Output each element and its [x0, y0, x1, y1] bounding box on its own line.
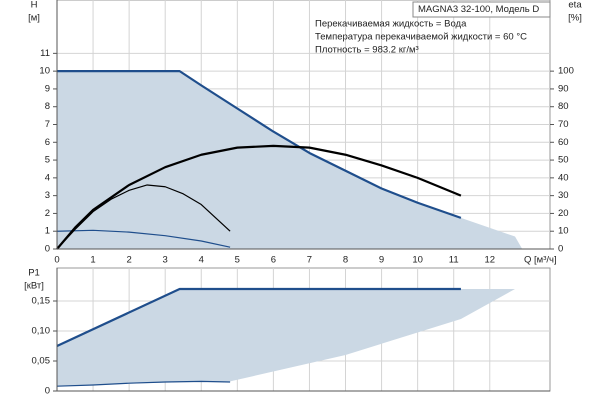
y-tick-label: 6: [45, 137, 50, 148]
model-box: [412, 1, 551, 18]
y-tick-label: 9: [45, 83, 50, 94]
y-tick-label: 0,15: [32, 296, 51, 307]
y-axis-label: H: [31, 0, 38, 11]
y-tick-label: 10: [39, 66, 50, 77]
y2-axis-label: [%]: [568, 13, 582, 24]
x-tick-label: 10: [412, 255, 423, 266]
y-tick-label: 5: [45, 155, 50, 166]
x-tick-label: 11: [449, 255, 459, 266]
y2-tick-label: 50: [558, 155, 569, 166]
annotation: Перекачиваемая жидкость = Вода: [315, 19, 467, 30]
curve: [56, 287, 461, 347]
curve: [56, 184, 231, 250]
y-tick-label: 1: [45, 226, 50, 237]
y-tick-label: 0: [45, 386, 50, 397]
curve: [56, 144, 462, 250]
curve: [56, 229, 231, 248]
x-tick-label: 1: [90, 255, 95, 266]
curve: [56, 380, 231, 387]
operating-area: [57, 289, 516, 387]
y-tick-label: 7: [45, 119, 50, 130]
x-tick-label: 4: [199, 255, 204, 266]
x-tick-label: 0: [54, 255, 59, 266]
y-tick-label: 0,10: [32, 326, 51, 337]
y-tick-label: 8: [45, 101, 50, 112]
y2-tick-label: 10: [558, 226, 569, 237]
y-axis-label: P1: [28, 268, 40, 279]
y-tick-label: 4: [45, 172, 50, 183]
y2-tick-label: 40: [558, 172, 569, 183]
annotation: Плотность = 983.2 кг/м³: [315, 45, 419, 56]
y2-tick-label: 20: [558, 208, 569, 219]
model-label: MAGNA3 32-100, Модель D: [418, 4, 539, 15]
labels-layer: 0 1 2 3 4 5 6 7 8 9 10 11 12012345678910110102030405…: [24, 0, 582, 397]
y-axis-label: [м]: [28, 13, 40, 24]
x-axis-label: Q [м³/ч]: [524, 255, 557, 266]
y-tick-label: 0: [45, 244, 50, 255]
y2-tick-label: 30: [558, 190, 569, 201]
x-tick-label: 7: [307, 255, 312, 266]
annotation: Температура перекачиваемой жидкости = 60…: [315, 32, 527, 43]
x-tick-label: 6: [271, 255, 276, 266]
y-axis-label: [кВт]: [24, 281, 44, 292]
y-tick-label: 11: [40, 48, 50, 59]
curve: [57, 70, 462, 219]
x-tick-label: 8: [343, 255, 348, 266]
y2-tick-label: 0: [558, 244, 563, 255]
y2-tick-label: 80: [558, 101, 569, 112]
y2-tick-label: 70: [558, 119, 569, 130]
y2-axis-label: eta: [568, 0, 582, 11]
y2-tick-label: 90: [558, 83, 569, 94]
x-tick-label: 9: [379, 255, 384, 266]
x-tick-label: 2: [126, 255, 131, 266]
axes-layer: [53, 0, 554, 392]
marks-layer: [56, 70, 523, 387]
operating-area: [57, 71, 523, 250]
y-tick-label: 2: [45, 208, 50, 219]
y2-tick-label: 60: [558, 137, 569, 148]
x-tick-label: 3: [163, 255, 168, 266]
y-tick-label: 3: [45, 190, 50, 201]
x-tick-label: 5: [235, 255, 240, 266]
y-tick-label: 0,05: [32, 356, 51, 367]
x-tick-label: 12: [484, 255, 495, 266]
y2-tick-label: 100: [558, 66, 574, 77]
